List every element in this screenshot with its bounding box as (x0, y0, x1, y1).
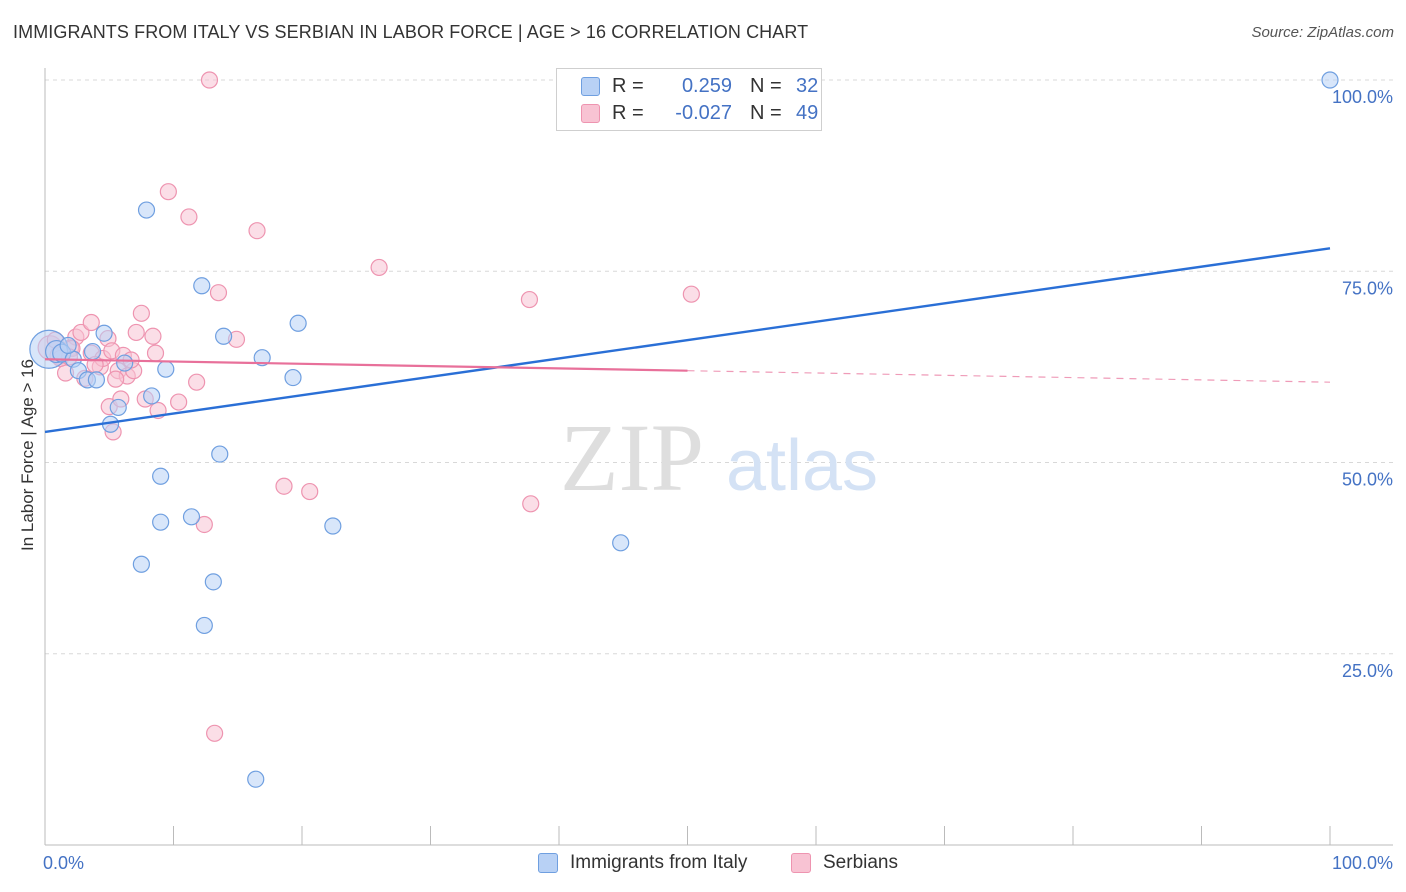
trend-line-dashed (687, 370, 1331, 383)
n-value-serbians: 49 (796, 101, 819, 124)
data-point (137, 201, 156, 219)
legend-item-serbians[interactable]: Serbians (791, 852, 898, 874)
data-point (127, 323, 145, 342)
data-point (144, 327, 162, 345)
data-point (284, 368, 302, 387)
y-tick-label: 75.0% (1342, 278, 1393, 298)
data-point (72, 323, 90, 342)
data-point (87, 371, 106, 389)
n-label: N = (750, 74, 782, 97)
legend-label-italy: Immigrants from Italy (570, 852, 748, 873)
r-value-serbians: -0.027 (675, 101, 732, 124)
data-point (289, 314, 307, 332)
n-value-italy: 32 (796, 74, 819, 97)
y-tick-label: 25.0% (1342, 661, 1393, 681)
y-tick-label: 50.0% (1342, 470, 1393, 490)
correlation-legend: R = 0.259 N = 32 R = -0.027 N = 49 (556, 68, 822, 131)
data-point (170, 393, 188, 411)
data-point (370, 258, 388, 277)
legend-label-serbians: Serbians (823, 852, 898, 873)
data-point (193, 277, 211, 295)
data-point (1321, 71, 1339, 89)
axes (44, 68, 1393, 846)
data-point (83, 342, 102, 361)
data-point (116, 354, 134, 372)
data-point (211, 445, 229, 463)
data-point (204, 573, 222, 591)
data-point (95, 324, 113, 342)
r-label: R = (612, 101, 644, 124)
data-point (520, 290, 539, 309)
series-legend: Immigrants from Italy Serbians (0, 852, 1406, 878)
italy-swatch (581, 76, 600, 96)
grid-lines (45, 79, 1393, 655)
watermark-atlas: atlas (726, 426, 878, 506)
data-point (195, 515, 213, 534)
data-point (215, 327, 233, 345)
data-point (200, 71, 219, 89)
data-point (152, 513, 170, 531)
data-point (146, 344, 165, 362)
data-point (253, 349, 271, 367)
tick-labels: 25.0% 50.0% 75.0% 100.0% 0.0% 100.0% (43, 87, 1393, 873)
x-tick-label-max: 100.0% (1332, 853, 1393, 873)
serbians-legend-swatch (791, 853, 811, 873)
data-point (248, 222, 266, 240)
data-point (59, 336, 77, 355)
x-tick-label-min: 0.0% (43, 853, 84, 873)
chart-title: IMMIGRANTS FROM ITALY VS SERBIAN IN LABO… (13, 22, 809, 42)
data-point (157, 360, 175, 378)
data-point (180, 208, 198, 226)
data-point (109, 398, 127, 417)
data-point (522, 495, 540, 513)
trend-line (44, 247, 1331, 434)
data-point (301, 482, 319, 501)
serbians-swatch (581, 103, 600, 123)
r-label: R = (612, 74, 644, 97)
data-point (247, 770, 265, 788)
n-label: N = (750, 101, 782, 124)
data-point (152, 467, 170, 485)
r-value-italy: 0.259 (681, 74, 732, 97)
data-point (209, 284, 228, 302)
data-point (324, 517, 342, 535)
data-point (682, 285, 700, 303)
data-point (143, 387, 161, 405)
data-point (275, 477, 293, 495)
data-point (612, 534, 630, 552)
legend-row-italy: R = 0.259 N = 32 (581, 74, 818, 98)
data-point (195, 616, 213, 635)
data-point (182, 508, 201, 526)
data-point (188, 373, 206, 391)
source-credit: Source: ZipAtlas.com (1251, 24, 1394, 41)
legend-row-serbians: R = -0.027 N = 49 (581, 101, 818, 125)
data-point (132, 555, 150, 573)
legend-item-italy[interactable]: Immigrants from Italy (538, 852, 747, 874)
data-point (159, 183, 177, 201)
italy-legend-swatch (538, 853, 558, 873)
y-tick-label: 100.0% (1332, 87, 1393, 107)
watermark-zip: ZIP (560, 404, 704, 511)
trend-lines (44, 247, 1331, 434)
data-point (107, 370, 125, 388)
trend-line-solid (44, 358, 688, 372)
data-point (82, 313, 100, 332)
data-point (132, 304, 150, 322)
series-immigrants-from-italy (29, 71, 1339, 788)
data-point (206, 724, 224, 742)
